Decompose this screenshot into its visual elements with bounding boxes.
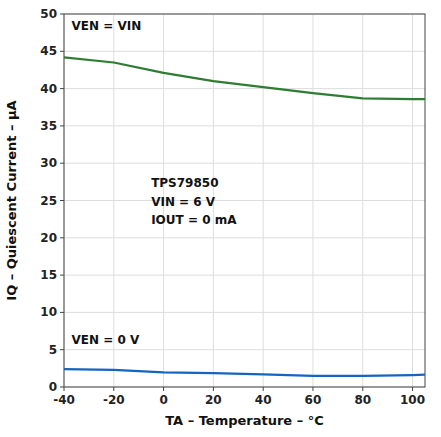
tick-x: [113, 387, 114, 391]
tick-label-y: 10: [40, 305, 57, 319]
grid-line-y: [64, 200, 425, 201]
tick-label-y: 5: [49, 343, 57, 357]
tick-y: [60, 237, 64, 238]
axes: -40 -20 0 20 40 60 80 100 0 5 10 15 20 25 30 35 40 45 50: [40, 7, 425, 407]
tick-y: [60, 275, 64, 276]
tick-label-y: 30: [40, 156, 57, 170]
tick-label-x: 100: [400, 393, 425, 407]
x-axis-label: TA – Temperature – °C: [165, 413, 324, 428]
tick-label-y: 15: [40, 268, 57, 282]
tick-label-y: 35: [40, 119, 57, 133]
grid-line-y: [64, 275, 425, 276]
tick-y: [60, 14, 64, 15]
series-group: [64, 57, 425, 376]
grid-line-y: [64, 125, 425, 126]
tick-x: [213, 387, 214, 391]
grid-line-y: [64, 88, 425, 89]
tick-y: [60, 51, 64, 52]
annotation: IOUT = 0 mA: [151, 213, 237, 227]
tick-label-y: 40: [40, 82, 57, 96]
tick-y: [60, 349, 64, 350]
tick-x: [312, 387, 313, 391]
grid-line-y: [64, 349, 425, 350]
annotation: VIN = 6 V: [151, 195, 216, 209]
tick-y: [60, 387, 64, 388]
series-line: [64, 369, 425, 376]
tick-x: [362, 387, 363, 391]
annotations: TPS79850 VIN = 6 V IOUT = 0 mA VEN = VIN VEN…: [71, 19, 237, 346]
tick-x: [263, 387, 264, 391]
tick-label-y: 25: [40, 194, 57, 208]
tick-label-y: 45: [40, 44, 57, 58]
annotation: TPS79850: [151, 176, 218, 190]
tick-y: [60, 163, 64, 164]
grid-line-y: [64, 163, 425, 164]
tick-y: [60, 312, 64, 313]
tick-label-y: 0: [49, 380, 57, 394]
tick-label-x: 0: [159, 393, 167, 407]
tick-y: [60, 125, 64, 126]
grid-line-y: [64, 51, 425, 52]
tick-label-x: 40: [255, 393, 272, 407]
series-line: [64, 57, 425, 99]
tick-label-x: -40: [53, 393, 75, 407]
plot-frame: [64, 14, 425, 387]
grid-line-y: [64, 312, 425, 313]
tick-x: [412, 387, 413, 391]
tick-label-y: 50: [40, 7, 57, 21]
tick-label-x: 60: [305, 393, 322, 407]
tick-label-x: 80: [354, 393, 371, 407]
tick-label-x: -20: [103, 393, 125, 407]
chart: -40 -20 0 20 40 60 80 100 0 5 10 15 20 25 30 35 40 45 50 TA…: [0, 0, 441, 437]
y-axis-label: IQ – Quiescent Current – μA: [4, 100, 19, 300]
grid: [64, 14, 425, 387]
chart-container: -40 -20 0 20 40 60 80 100 0 5 10 15 20 25 30 35 40 45 50 TA…: [0, 0, 441, 437]
tick-x: [163, 387, 164, 391]
annotation: VEN = 0 V: [71, 333, 139, 347]
tick-x: [64, 387, 65, 391]
tick-label-x: 20: [205, 393, 222, 407]
grid-line-y: [64, 237, 425, 238]
tick-label-y: 20: [40, 231, 57, 245]
annotation: VEN = VIN: [71, 19, 141, 33]
tick-y: [60, 200, 64, 201]
tick-y: [60, 88, 64, 89]
